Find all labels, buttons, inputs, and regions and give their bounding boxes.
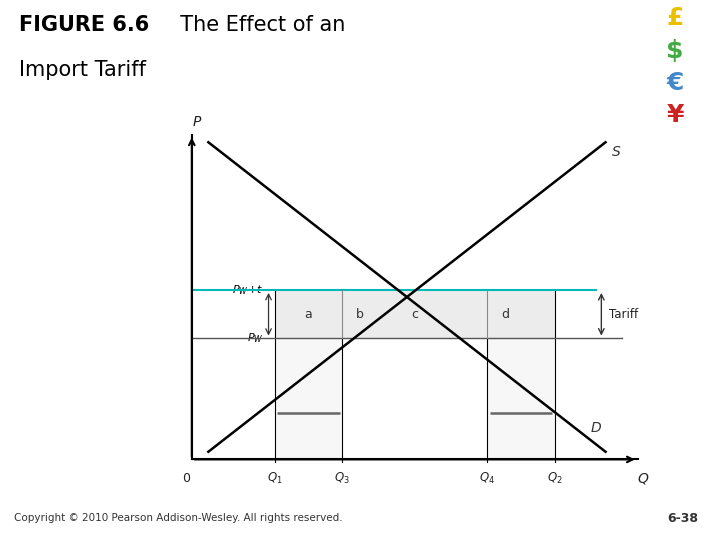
Text: The Effect of an: The Effect of an bbox=[167, 15, 346, 35]
Text: Import Tariff: Import Tariff bbox=[19, 60, 146, 80]
Text: P: P bbox=[193, 116, 201, 130]
Text: Tariff: Tariff bbox=[609, 308, 638, 321]
Text: $P_W\!+\!t$: $P_W\!+\!t$ bbox=[232, 283, 264, 297]
Text: $Q_1$: $Q_1$ bbox=[267, 471, 283, 486]
Text: $Q_2$: $Q_2$ bbox=[547, 471, 562, 486]
Text: FIGURE 6.6: FIGURE 6.6 bbox=[19, 15, 149, 35]
Text: 6-38: 6-38 bbox=[667, 512, 698, 525]
Text: S: S bbox=[612, 145, 621, 159]
Text: $P_W$: $P_W$ bbox=[247, 332, 264, 346]
Text: d: d bbox=[501, 308, 510, 321]
Text: ¥: ¥ bbox=[666, 103, 684, 127]
Text: a: a bbox=[305, 308, 312, 321]
Text: 0: 0 bbox=[183, 471, 191, 484]
Text: $: $ bbox=[666, 38, 684, 63]
Text: b: b bbox=[356, 308, 364, 321]
Text: £: £ bbox=[666, 6, 684, 30]
Text: Copyright © 2010 Pearson Addison-Wesley. All rights reserved.: Copyright © 2010 Pearson Addison-Wesley.… bbox=[14, 514, 343, 523]
Text: D: D bbox=[591, 421, 602, 435]
Text: $Q_4$: $Q_4$ bbox=[480, 471, 495, 486]
Bar bbox=[275, 290, 554, 339]
Bar bbox=[487, 339, 554, 460]
Bar bbox=[275, 339, 342, 460]
Text: Q: Q bbox=[637, 471, 648, 485]
Text: c: c bbox=[411, 308, 418, 321]
Text: €: € bbox=[666, 71, 684, 95]
Text: $Q_3$: $Q_3$ bbox=[334, 471, 350, 486]
